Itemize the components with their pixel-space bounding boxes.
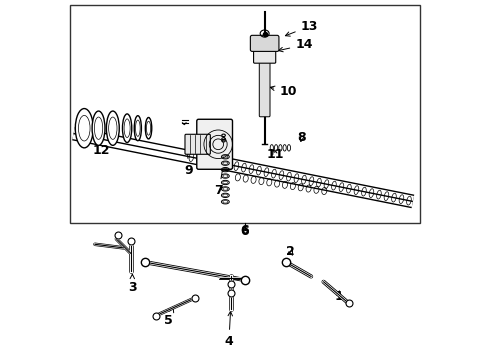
Text: 4: 4 xyxy=(224,311,233,348)
Text: 8: 8 xyxy=(297,131,306,144)
Ellipse shape xyxy=(146,117,152,139)
FancyBboxPatch shape xyxy=(197,119,232,169)
FancyBboxPatch shape xyxy=(185,134,210,154)
Ellipse shape xyxy=(92,111,105,145)
FancyBboxPatch shape xyxy=(259,61,270,117)
Text: 1: 1 xyxy=(335,289,343,303)
FancyBboxPatch shape xyxy=(250,35,279,51)
Text: 12: 12 xyxy=(84,131,110,157)
Text: 7: 7 xyxy=(215,157,226,197)
Ellipse shape xyxy=(122,114,132,143)
Ellipse shape xyxy=(75,109,93,148)
Text: 11: 11 xyxy=(267,148,284,162)
Bar xyxy=(70,5,420,223)
Text: 13: 13 xyxy=(285,20,318,36)
Ellipse shape xyxy=(106,111,119,145)
Ellipse shape xyxy=(134,116,142,141)
FancyBboxPatch shape xyxy=(253,50,276,63)
Text: 9: 9 xyxy=(184,149,193,177)
Text: 5: 5 xyxy=(164,308,173,327)
Text: 10: 10 xyxy=(270,85,296,98)
Text: 3: 3 xyxy=(128,274,136,294)
Text: 6: 6 xyxy=(241,224,249,237)
Text: 2: 2 xyxy=(286,245,295,258)
Text: 6: 6 xyxy=(241,225,249,238)
Text: 14: 14 xyxy=(278,39,313,52)
